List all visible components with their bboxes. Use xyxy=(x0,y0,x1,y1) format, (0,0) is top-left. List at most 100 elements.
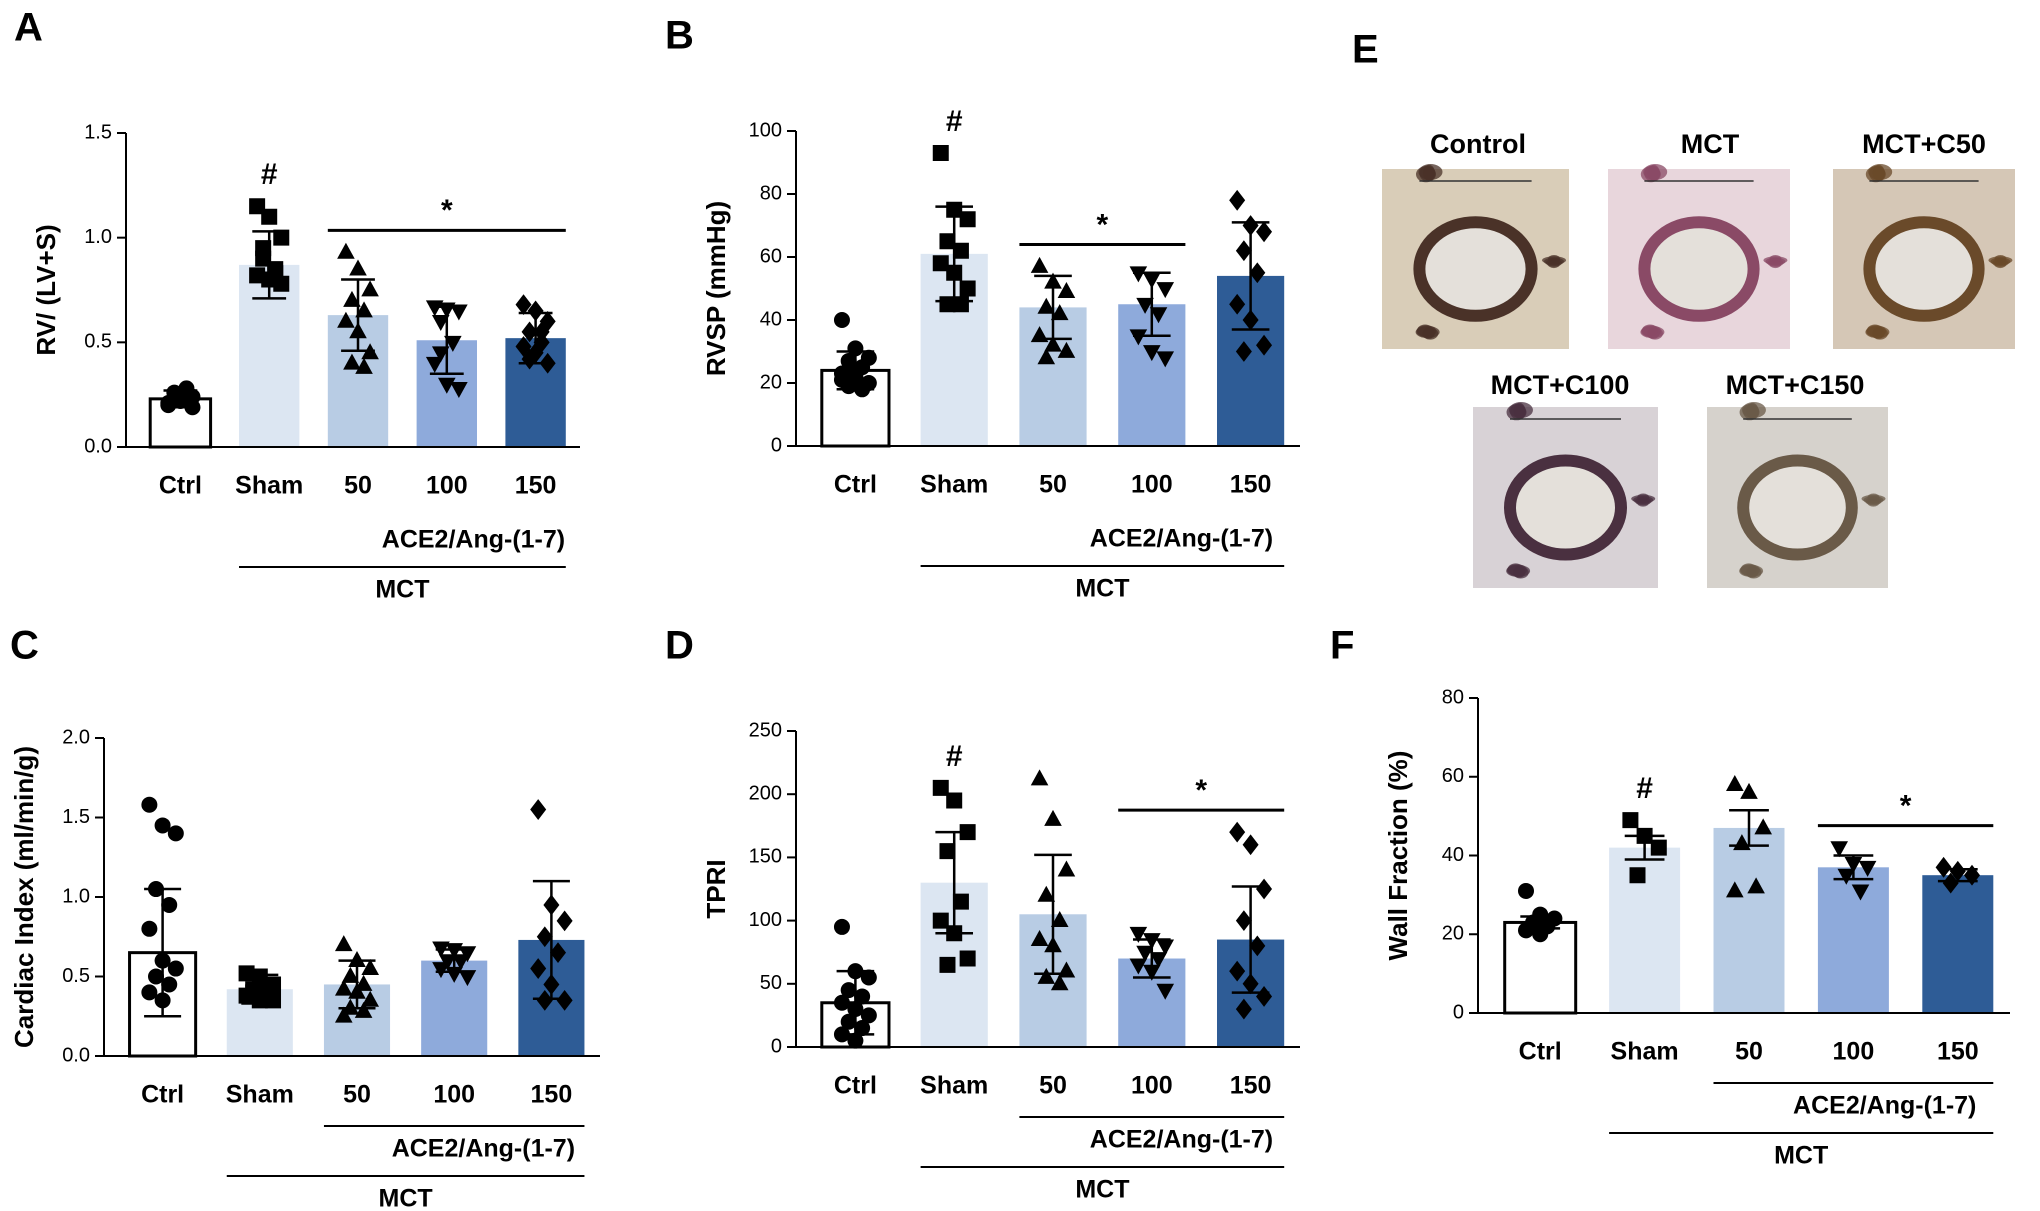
data-point xyxy=(1747,877,1765,894)
y-tick-label: 40 xyxy=(1442,844,1464,866)
data-point xyxy=(952,242,969,259)
data-point xyxy=(141,984,158,1001)
y-tick-label: 0.0 xyxy=(84,435,112,457)
y-tick-label: 0 xyxy=(771,434,782,456)
data-point xyxy=(1726,881,1744,898)
y-tick-label: 0 xyxy=(1453,1001,1464,1023)
significance-mark: # xyxy=(946,105,963,138)
data-point xyxy=(238,965,255,982)
micrograph xyxy=(1707,402,1888,588)
data-point xyxy=(438,377,456,394)
data-point xyxy=(1030,256,1049,273)
data-point xyxy=(1949,860,1966,882)
data-point xyxy=(1622,812,1639,829)
data-point xyxy=(840,982,857,999)
data-point xyxy=(854,1020,871,1037)
data-point xyxy=(141,796,158,813)
data-point xyxy=(1235,998,1252,1020)
data-point xyxy=(1156,983,1175,1000)
data-point xyxy=(361,958,380,975)
data-point xyxy=(1057,860,1076,877)
data-point xyxy=(1136,945,1154,962)
data-point xyxy=(341,966,360,983)
data-point xyxy=(1844,856,1863,873)
y-tick-label: 1.0 xyxy=(84,226,112,248)
data-point xyxy=(833,312,850,328)
x-tick-label: Sham xyxy=(226,1081,294,1109)
data-point xyxy=(1235,341,1252,362)
data-point xyxy=(932,912,949,929)
data-point xyxy=(543,974,560,995)
data-point xyxy=(854,988,871,1005)
data-point xyxy=(337,311,355,328)
group-label: ACE2/Ang-(1-7) xyxy=(392,1135,575,1163)
data-point xyxy=(1830,841,1849,858)
data-point xyxy=(1037,967,1056,984)
x-tick-label: 150 xyxy=(515,472,557,500)
data-point xyxy=(1242,834,1259,856)
data-point xyxy=(154,817,171,834)
data-point xyxy=(355,357,373,374)
data-point xyxy=(840,1013,857,1030)
tissue xyxy=(1418,163,1443,180)
data-point xyxy=(1050,304,1069,321)
group-label: MCT xyxy=(1075,1176,1129,1204)
vessel-wall xyxy=(1413,216,1538,322)
y-tick-label: 0.0 xyxy=(62,1044,90,1066)
data-point xyxy=(1136,297,1154,314)
x-tick-label: Ctrl xyxy=(834,471,877,499)
x-tick-label: 150 xyxy=(1937,1038,1979,1066)
significance-mark: # xyxy=(261,158,278,191)
data-point xyxy=(1242,973,1259,995)
data-point xyxy=(1057,961,1076,978)
data-point xyxy=(343,353,361,370)
y-tick-label: 0 xyxy=(771,1035,782,1057)
y-tick-label: 0.5 xyxy=(84,331,112,353)
x-tick-label: Sham xyxy=(920,1072,988,1100)
data-point xyxy=(1057,282,1076,299)
tissue xyxy=(1508,402,1533,419)
y-tick-label: 20 xyxy=(760,371,782,393)
x-tick-label: 100 xyxy=(1131,471,1173,499)
y-tick-label: 80 xyxy=(760,182,782,204)
data-point xyxy=(946,925,963,942)
data-point xyxy=(1050,974,1069,991)
y-tick-label: 1.0 xyxy=(62,885,90,907)
data-point xyxy=(1837,868,1856,885)
data-point xyxy=(167,960,184,977)
data-point xyxy=(255,250,272,267)
micrograph-label: MCT+C150 xyxy=(1726,370,1865,400)
data-point xyxy=(1858,860,1877,877)
data-point xyxy=(1044,936,1062,953)
data-point xyxy=(334,935,353,952)
y-tick-label: 1.5 xyxy=(62,806,90,828)
x-tick-label: Sham xyxy=(235,472,303,500)
data-point xyxy=(1143,345,1161,362)
data-point xyxy=(1143,964,1161,981)
data-point xyxy=(361,280,379,297)
data-point xyxy=(847,1001,864,1018)
panel-letter: B xyxy=(665,14,694,58)
data-point xyxy=(1235,910,1252,931)
data-point xyxy=(1256,986,1273,1007)
data-point xyxy=(833,918,850,935)
data-point xyxy=(550,942,567,964)
bar xyxy=(1817,867,1889,1013)
y-tick-label: 100 xyxy=(749,119,782,141)
group-label: MCT xyxy=(379,1185,433,1211)
panel-letter: C xyxy=(10,624,39,668)
data-point xyxy=(952,296,969,313)
data-point xyxy=(932,255,949,272)
data-point xyxy=(361,990,380,1007)
data-point xyxy=(355,301,373,318)
group-label: ACE2/Ang-(1-7) xyxy=(1090,1126,1273,1154)
y-tick-label: 60 xyxy=(760,245,782,267)
data-point xyxy=(1935,856,1952,878)
x-tick-label: 50 xyxy=(344,472,372,500)
significance-mark: * xyxy=(441,194,453,227)
data-point xyxy=(1129,958,1148,975)
vessel-wall xyxy=(1638,216,1760,322)
data-point xyxy=(1518,922,1535,939)
panel-letter: E xyxy=(1352,28,1379,72)
